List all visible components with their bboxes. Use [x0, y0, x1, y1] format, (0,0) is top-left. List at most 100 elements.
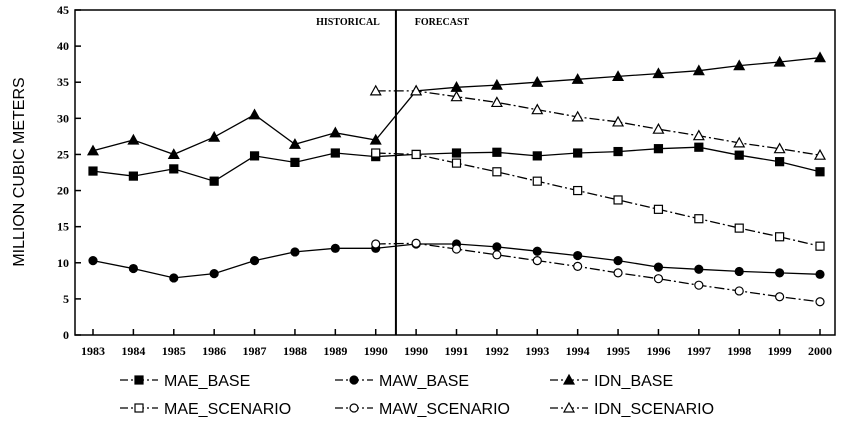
- data-point-maw-scenario: [653, 274, 664, 284]
- x-tick-label: 1995: [606, 344, 630, 358]
- x-tick-label: 1989: [323, 344, 347, 358]
- data-point-maw-base: [209, 269, 219, 279]
- data-point-maw-scenario: [371, 239, 381, 249]
- series-idn-base: [86, 51, 827, 160]
- series-layer: [86, 51, 827, 307]
- data-point-mae-scenario: [451, 158, 462, 168]
- x-tick-label: 1996: [646, 344, 670, 358]
- data-point-mae-base: [532, 151, 542, 161]
- data-point-mae-base: [88, 166, 98, 176]
- forecast-label: FORECAST: [415, 17, 470, 28]
- legend-item-idn-scenario: IDN_SCENARIO: [550, 401, 714, 418]
- y-tick-label: 20: [57, 184, 69, 198]
- legend-marker: [562, 401, 576, 413]
- data-point-maw-base: [815, 269, 825, 279]
- data-point-maw-base: [532, 246, 542, 256]
- x-tick-label: 1986: [202, 344, 226, 358]
- data-point-maw-base: [128, 263, 138, 274]
- data-point-mae-base: [775, 157, 785, 167]
- legend-marker: [349, 375, 359, 385]
- data-point-maw-base: [88, 256, 98, 266]
- data-point-mae-scenario: [775, 232, 785, 242]
- axes: 0 5 10 15 20 25 30 35 40 45 1983 1984 1985 1986 1987 19…: [57, 3, 836, 358]
- data-point-maw-scenario: [411, 238, 421, 248]
- data-point-mae-base: [653, 144, 664, 154]
- data-point-maw-scenario: [694, 280, 704, 290]
- series-line-idn-scenario: [375, 90, 821, 156]
- data-point-maw-base: [734, 266, 744, 277]
- data-point-idn-scenario: [571, 110, 584, 122]
- x-tick-label: 1983: [81, 344, 105, 358]
- x-tick-label: 1991: [445, 344, 469, 358]
- data-point-idn-base: [208, 130, 221, 142]
- data-point-maw-base: [249, 256, 260, 266]
- legend-label: IDN_BASE: [594, 373, 673, 390]
- data-point-maw-base: [169, 273, 179, 283]
- x-tick-label: 1985: [162, 344, 186, 358]
- data-point-mae-base: [492, 147, 502, 157]
- data-point-maw-base: [694, 264, 704, 274]
- data-point-maw-scenario: [815, 297, 825, 307]
- historical-label: HISTORICAL: [316, 17, 380, 28]
- legend-label: IDN_SCENARIO: [594, 401, 714, 418]
- legend-label: MAW_SCENARIO: [379, 401, 510, 418]
- data-point-maw-base: [492, 242, 502, 252]
- x-tick-label: 1999: [768, 344, 792, 358]
- data-point-idn-base: [86, 144, 100, 156]
- data-point-maw-scenario: [532, 256, 542, 266]
- data-point-idn-base: [288, 138, 301, 149]
- series-idn-scenario: [369, 84, 827, 160]
- y-tick-label: 5: [63, 292, 69, 306]
- legend-item-mae-base: MAE_BASE: [120, 373, 250, 390]
- data-point-maw-scenario: [734, 286, 744, 296]
- series-mae-scenario: [371, 148, 825, 251]
- data-point-mae-base: [169, 164, 179, 174]
- data-point-idn-base: [692, 64, 705, 76]
- x-tick-label: 1990: [364, 344, 388, 358]
- legend-item-idn-base: IDN_BASE: [550, 373, 673, 390]
- data-point-mae-scenario: [532, 176, 542, 186]
- plot-frame: [74, 9, 836, 336]
- data-point-idn-scenario: [733, 136, 746, 148]
- data-point-maw-scenario: [451, 244, 462, 254]
- data-point-idn-base: [612, 70, 625, 82]
- data-point-maw-base: [330, 243, 340, 253]
- x-tick-label: 1988: [283, 344, 307, 358]
- legend-marker: [562, 373, 576, 385]
- data-point-idn-scenario: [531, 103, 544, 115]
- data-point-maw-scenario: [613, 268, 623, 278]
- series-line-maw-scenario: [375, 242, 821, 303]
- legend: MAE_BASE MAW_BASE IDN_BASE MAE_SCENARIO MAW_…: [120, 373, 714, 418]
- data-point-mae-scenario: [613, 195, 623, 205]
- series-line-idn-base: [92, 57, 821, 156]
- y-tick-label: 0: [63, 328, 69, 342]
- data-point-idn-base: [369, 133, 382, 145]
- y-tick-label: 30: [57, 111, 69, 125]
- data-point-idn-base: [531, 75, 544, 87]
- legend-label: MAE_SCENARIO: [164, 401, 291, 418]
- data-point-mae-base: [451, 148, 462, 158]
- x-tick-label: 1992: [485, 344, 509, 358]
- data-point-maw-scenario: [775, 292, 785, 302]
- data-point-maw-base: [290, 247, 300, 257]
- data-point-mae-base: [815, 167, 825, 177]
- data-point-mae-scenario: [573, 185, 583, 196]
- data-point-mae-base: [290, 157, 300, 167]
- x-tick-label: 1993: [525, 344, 549, 358]
- series-line-mae-scenario: [375, 152, 821, 247]
- data-point-mae-base: [694, 142, 704, 152]
- data-point-mae-base: [209, 176, 219, 186]
- legend-marker: [134, 375, 144, 385]
- data-point-mae-base: [573, 148, 583, 158]
- data-point-idn-scenario: [369, 84, 382, 96]
- data-point-idn-base: [167, 148, 180, 160]
- legend-label: MAW_BASE: [379, 373, 469, 390]
- series-mae-base: [88, 142, 825, 186]
- data-point-mae-scenario: [815, 241, 825, 251]
- data-point-mae-scenario: [492, 167, 502, 177]
- x-tick-label: 2000: [808, 344, 832, 358]
- data-point-idn-base: [490, 78, 503, 90]
- legend-marker: [349, 403, 359, 413]
- legend-item-maw-scenario: MAW_SCENARIO: [335, 401, 510, 418]
